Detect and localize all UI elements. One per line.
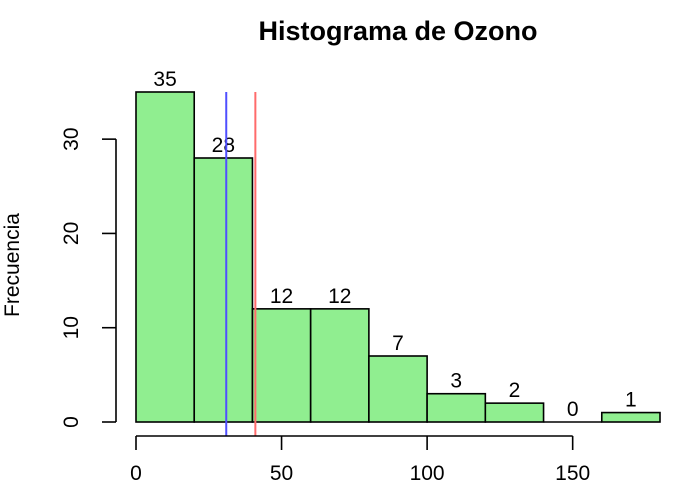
y-axis: 0 10 20 30 (60, 127, 117, 428)
bar-value-label: 2 (509, 379, 521, 402)
x-tick-label: 150 (555, 462, 590, 485)
bar-value-label: 7 (392, 332, 404, 355)
bar-value-label: 12 (270, 285, 293, 308)
bar-value-label: 3 (450, 370, 462, 393)
bar-value-label: 35 (153, 68, 176, 91)
x-tick-label: 50 (270, 462, 293, 485)
bar-value-label: 28 (212, 134, 235, 157)
chart-title: Histograma de Ozono (258, 16, 537, 46)
histogram-bar (368, 355, 428, 423)
bar-value-label: 1 (625, 389, 637, 412)
x-axis: 0 50 100 150 (130, 435, 590, 485)
bars-group (135, 91, 661, 423)
bar-value-label: 12 (328, 285, 351, 308)
reference-lines-group (225, 92, 257, 436)
histogram-bar (426, 392, 487, 423)
y-tick-label: 0 (60, 416, 83, 428)
y-tick-label: 10 (60, 316, 83, 339)
x-tick-label: 0 (130, 462, 142, 485)
histogram-bar (193, 157, 254, 423)
histogram-bar (309, 308, 370, 423)
y-axis-label: Frecuencia (1, 213, 24, 317)
y-tick-label: 30 (60, 127, 83, 150)
histogram-bar (484, 402, 545, 423)
histogram-bar (135, 91, 196, 423)
y-tick-label: 20 (60, 222, 83, 245)
histogram-bar (600, 411, 661, 423)
x-tick-label: 100 (410, 462, 445, 485)
bar-labels-group: 35 28 12 12 7 3 2 0 1 (153, 68, 636, 421)
bar-value-label: 0 (567, 398, 579, 421)
histogram-bar (251, 308, 312, 423)
